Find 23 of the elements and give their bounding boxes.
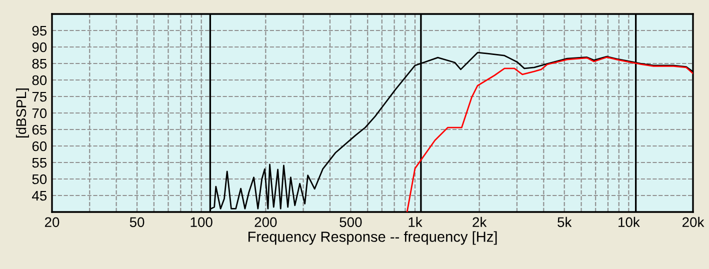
y-tick-label: 90 [32, 42, 47, 52]
x-tick-label: 500 [340, 217, 362, 228]
y-tick-label: 80 [32, 75, 47, 86]
y-tick-label: 70 [32, 108, 47, 118]
x-axis-title: Frequency Response -- frequency [Hz] [248, 231, 497, 245]
y-tick-label: 50 [32, 174, 47, 184]
x-tick-label: 20 [44, 217, 60, 228]
y-tick-label: 60 [32, 141, 47, 152]
x-tick-label: 5k [558, 216, 572, 228]
y-tick-label: 45 [32, 190, 47, 201]
x-tick-label: 50 [130, 217, 144, 228]
y-tick-label: 55 [32, 158, 47, 168]
y-axis-title: [dBSPL] [16, 88, 29, 138]
y-tick-label: 75 [32, 92, 47, 102]
x-tick-label: 100 [190, 217, 212, 228]
y-tick-label: 65 [32, 124, 47, 135]
y-tick-label: 95 [32, 26, 47, 36]
x-tick-label: 2k [472, 216, 487, 227]
x-tick-label: 1k [408, 216, 422, 227]
y-tick-label: 85 [32, 58, 47, 69]
x-tick-label: 20k [682, 216, 704, 228]
x-tick-label: 200 [254, 217, 277, 228]
x-tick-label: 10k [618, 216, 640, 228]
